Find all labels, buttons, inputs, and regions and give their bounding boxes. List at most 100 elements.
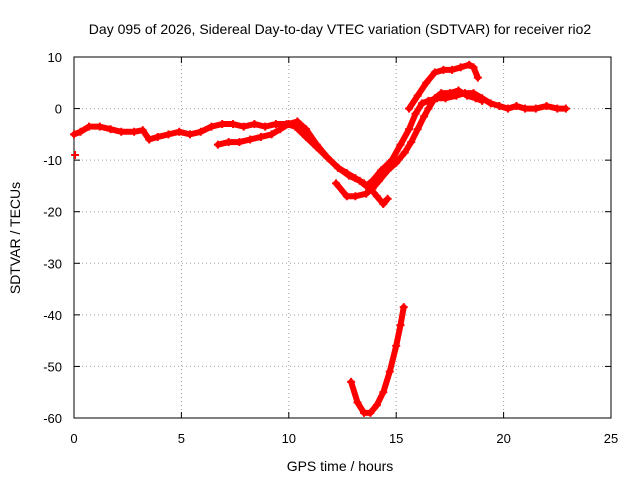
y-tick-label: -10 <box>43 153 62 168</box>
data-point <box>471 94 480 103</box>
data-point <box>95 122 104 131</box>
data-point <box>437 89 446 98</box>
data-point <box>372 401 381 410</box>
data-point <box>138 126 147 135</box>
data-point <box>478 96 487 105</box>
data-point <box>400 148 409 157</box>
data-point <box>407 138 416 147</box>
data-point <box>351 192 360 201</box>
data-point <box>332 179 341 188</box>
plot-frame <box>73 56 612 419</box>
data-point <box>469 63 478 72</box>
data-point <box>71 150 80 159</box>
data-point <box>473 73 482 82</box>
data-point <box>396 321 405 330</box>
data-point <box>153 132 162 141</box>
data-point <box>465 60 474 69</box>
data-point <box>312 140 321 149</box>
series-segment <box>348 378 361 406</box>
data-point <box>379 388 388 397</box>
data-point <box>439 65 448 74</box>
data-point <box>454 86 463 95</box>
data-point <box>353 398 362 407</box>
series-outlier <box>71 150 80 159</box>
data-point <box>486 99 495 108</box>
series-segment <box>302 126 320 148</box>
data-point <box>117 127 126 136</box>
data-point <box>405 104 414 113</box>
data-point <box>271 120 280 129</box>
data-point <box>405 125 414 134</box>
grid-lines <box>74 57 611 418</box>
data-point <box>521 104 530 113</box>
data-point <box>392 158 401 167</box>
data-point <box>512 101 521 110</box>
data-point <box>293 117 302 126</box>
series-second-track <box>213 117 392 208</box>
data-point <box>366 408 375 417</box>
data-point <box>495 101 504 110</box>
data-point <box>351 174 360 183</box>
data-point <box>334 163 343 172</box>
data-point <box>399 303 408 312</box>
y-tick-label: -20 <box>43 205 62 220</box>
data-point <box>261 122 270 131</box>
data-point <box>379 199 388 208</box>
x-tick-label: 5 <box>178 431 185 446</box>
data-point <box>362 189 371 198</box>
chart-title: Day 095 of 2026, Sidereal Day-to-day VTE… <box>89 21 592 37</box>
data-point <box>228 120 237 129</box>
data-point <box>561 104 570 113</box>
y-tick-label: 10 <box>48 50 62 65</box>
data-point <box>372 192 381 201</box>
data-point <box>239 122 248 131</box>
data-point <box>413 91 422 100</box>
y-tick-label: -60 <box>43 411 62 426</box>
x-tick-label: 20 <box>496 431 510 446</box>
data-point <box>531 104 540 113</box>
data-point <box>175 127 184 136</box>
data-point <box>256 132 265 141</box>
data-point <box>503 104 512 113</box>
data-point <box>267 130 276 139</box>
data-series <box>70 60 570 417</box>
data-point <box>359 179 368 188</box>
x-tick-label: 15 <box>389 431 403 446</box>
data-point <box>368 184 377 193</box>
data-point <box>445 89 454 98</box>
data-point <box>383 194 392 203</box>
y-tick-label: -50 <box>43 359 62 374</box>
y-tick-label: -30 <box>43 256 62 271</box>
data-point <box>323 153 332 162</box>
series-segment <box>386 342 400 375</box>
data-point <box>224 138 233 147</box>
data-point <box>76 127 85 136</box>
y-tick-label: -40 <box>43 308 62 323</box>
data-point <box>430 94 439 103</box>
data-point <box>383 166 392 175</box>
data-point <box>301 125 310 134</box>
data-point <box>164 130 173 139</box>
x-tick-label: 25 <box>604 431 618 446</box>
data-point <box>417 99 426 108</box>
data-point <box>347 377 356 386</box>
series-lower-dip <box>347 303 408 417</box>
data-point <box>424 104 433 113</box>
series-upper-branch <box>405 60 482 113</box>
data-point <box>70 130 78 139</box>
data-point <box>250 120 259 129</box>
data-point <box>553 104 562 113</box>
data-point <box>342 169 351 178</box>
data-point <box>284 120 293 129</box>
data-point <box>342 192 351 201</box>
data-point <box>207 122 216 131</box>
axis-ticks <box>73 56 612 419</box>
data-point <box>85 122 94 131</box>
y-axis-label: SDTVAR / TECUs <box>7 182 23 294</box>
data-point <box>185 130 194 139</box>
data-point <box>411 109 420 118</box>
data-point <box>463 91 472 100</box>
data-point <box>396 140 405 149</box>
